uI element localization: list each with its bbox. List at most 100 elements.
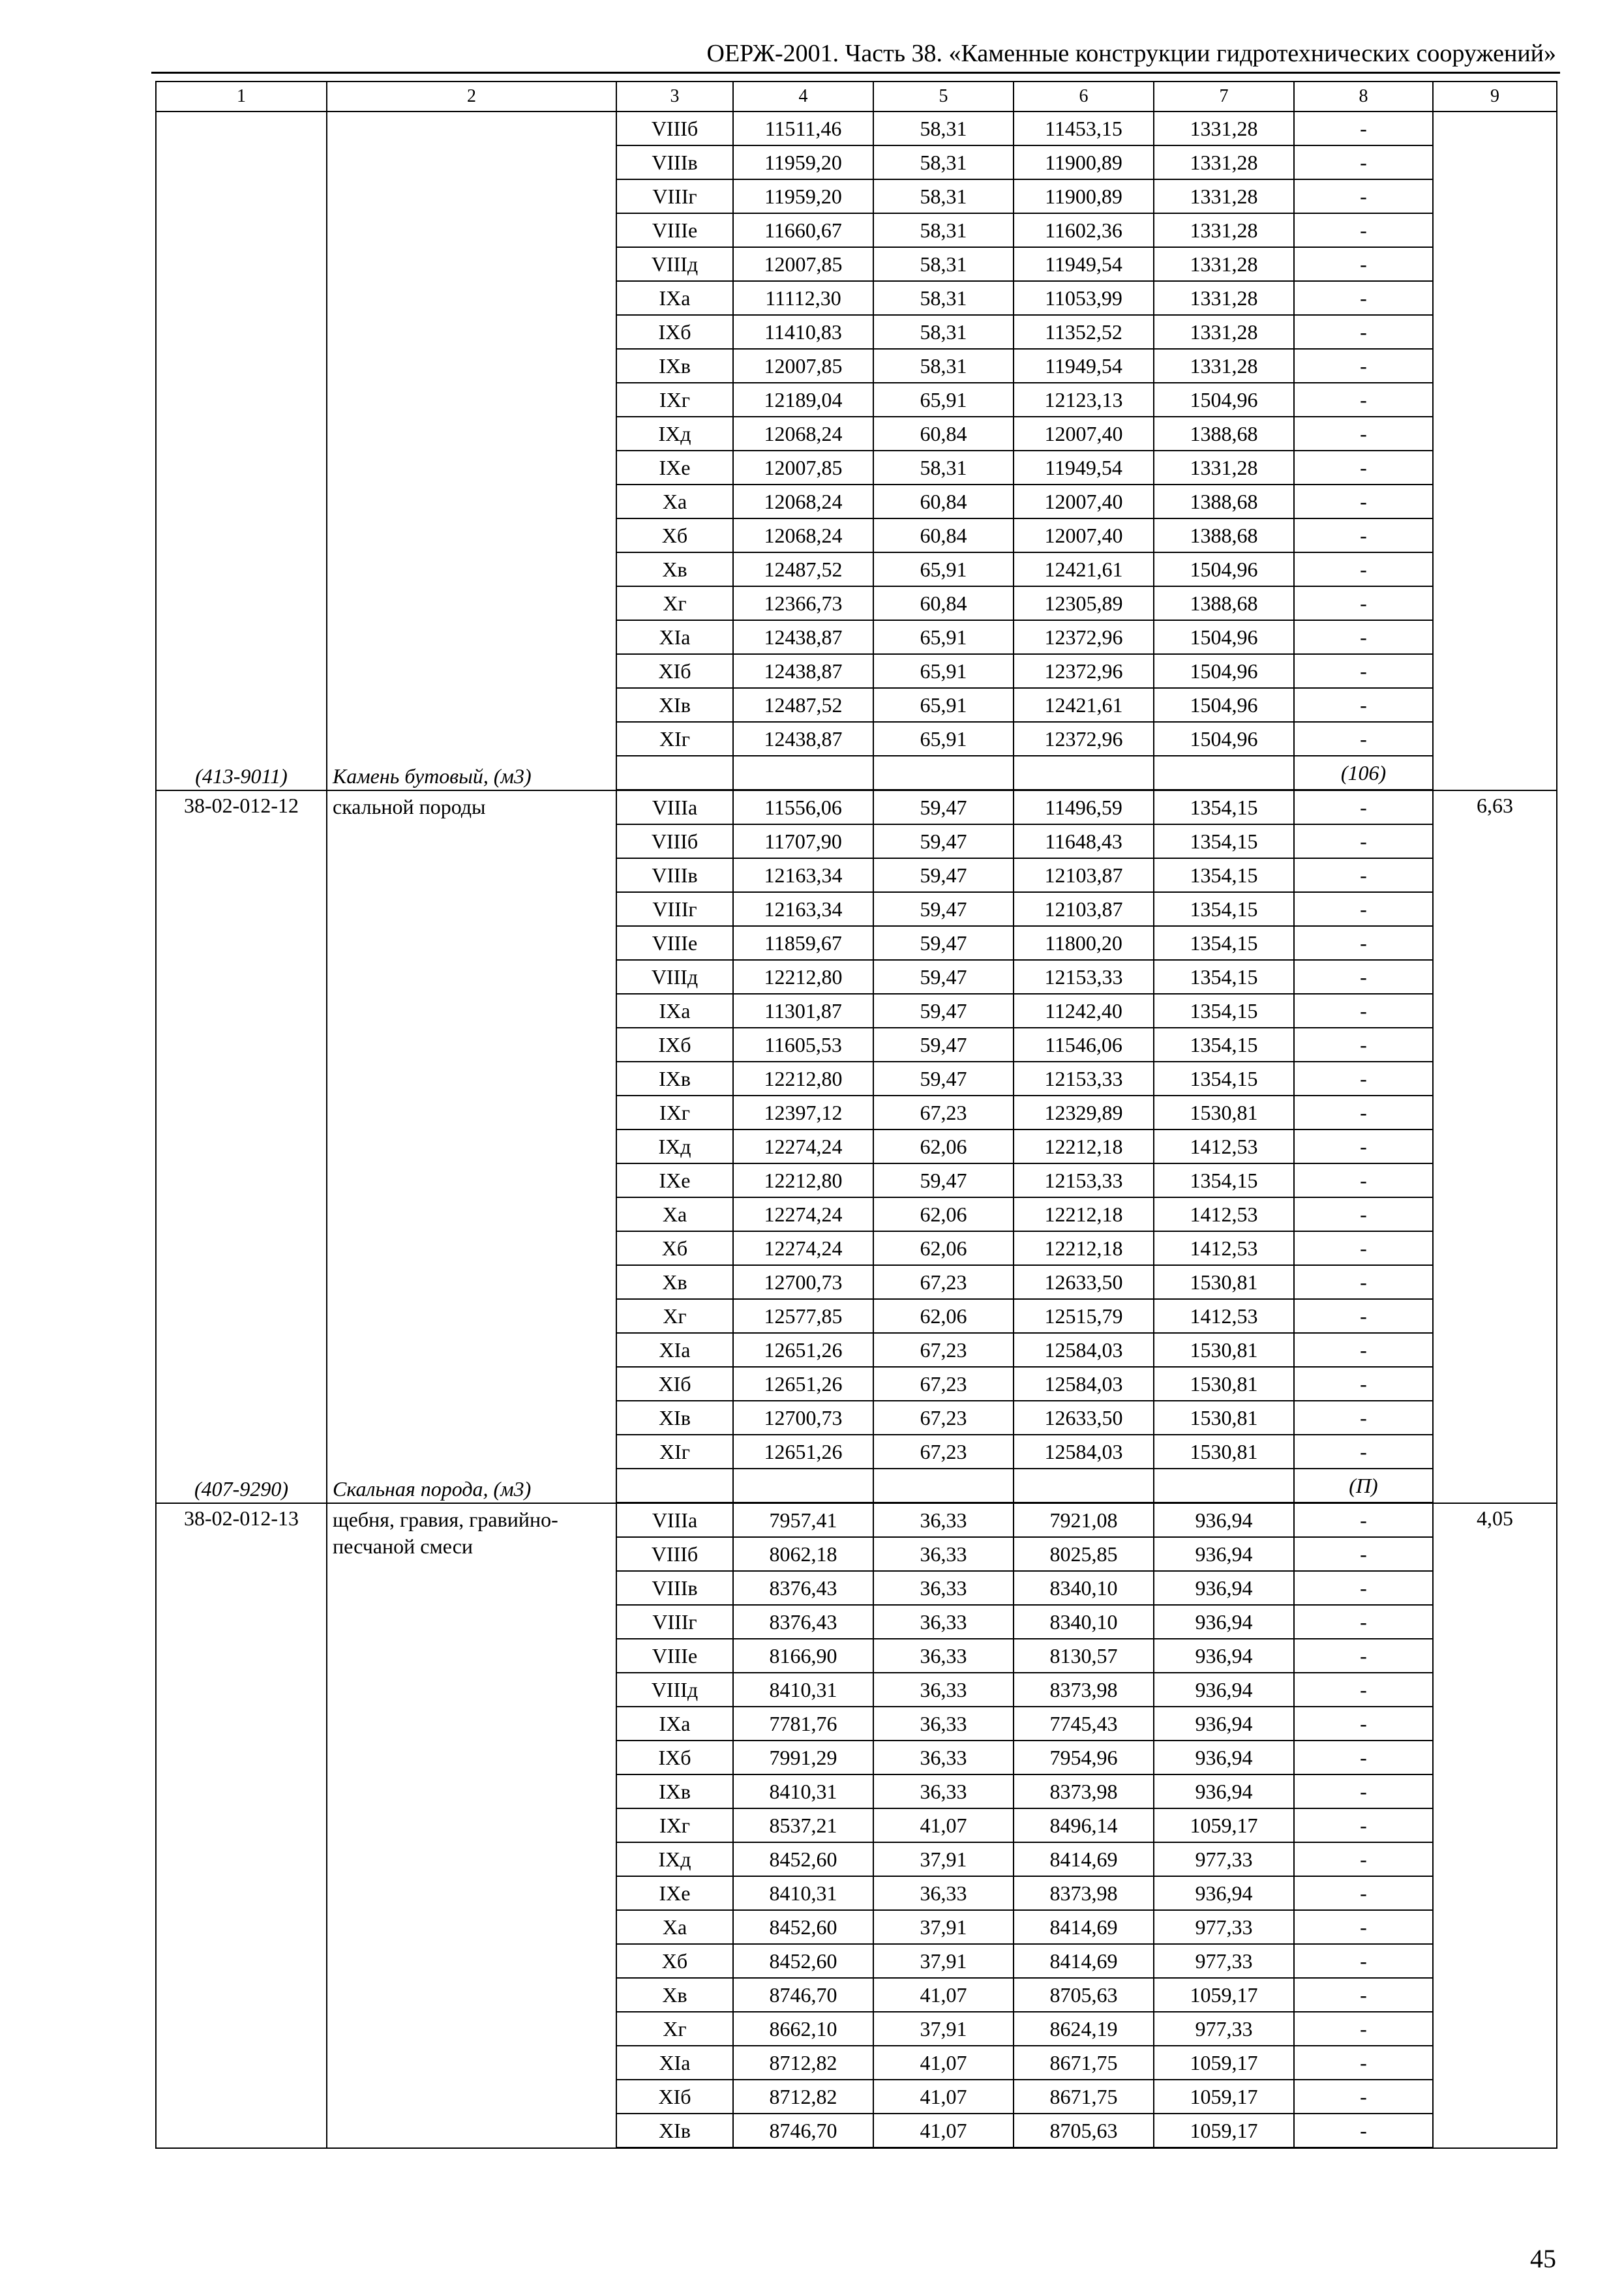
cell-col-5: 65,91: [873, 687, 1014, 723]
cell-col-7: 936,94: [1153, 1876, 1295, 1911]
cell-col-3: Xб: [616, 1231, 734, 1266]
cell-col-8: -: [1293, 858, 1434, 893]
cell-col-7: 1059,17: [1153, 2079, 1295, 2114]
cell-col-3: VIIIе: [616, 925, 734, 961]
cell-col-8: -: [1293, 687, 1434, 723]
cell-col-5: 65,91: [873, 653, 1014, 689]
table-row: (413-9011) Камень бутовый, (м3) VIIIб 11511…: [155, 111, 1557, 791]
table-row: VIIIв 11959,20 58,31 11900,89 1331,28-: [156, 145, 1557, 180]
cell-col-5: 59,47: [873, 925, 1014, 961]
cell-col-6: 11900,89: [1013, 145, 1154, 180]
col9-value: 4,05: [1432, 1502, 1557, 2149]
empty-cell: [616, 1469, 734, 1504]
cell-col-5: 36,33: [873, 1502, 1014, 1538]
cell-col-3: IXб: [616, 1740, 734, 1775]
cell-col-3: XIб: [616, 2079, 734, 2114]
cell-col-3: Xг: [616, 2011, 734, 2046]
cell-col-6: 12103,87: [1013, 858, 1154, 893]
cell-col-6: 12633,50: [1013, 1400, 1154, 1435]
cell-col-8: -: [1293, 2011, 1434, 2046]
table-row: IXв 8410,31 36,33 8373,98 936,94-: [156, 1774, 1557, 1809]
cell-col-7: 1354,15: [1153, 1027, 1295, 1062]
page-number: 45: [1530, 2244, 1556, 2273]
cell-col-4: 8452,60: [732, 1842, 874, 1877]
table-row: IXб 7991,29 36,33 7954,96 936,94-: [156, 1740, 1557, 1775]
cell-col-5: 36,33: [873, 1706, 1014, 1741]
cell-col-6: 12153,33: [1013, 959, 1154, 995]
cell-col-8: -: [1293, 1638, 1434, 1673]
cell-col-4: 11556,06: [732, 789, 874, 825]
cell-col-8: -: [1293, 1943, 1434, 1979]
column-number: 5: [873, 81, 1014, 112]
cell-col-5: 36,33: [873, 1876, 1014, 1911]
cell-col-4: 8712,82: [732, 2079, 874, 2114]
table-row: Xв 12700,73 67,23 12633,50 1530,81-: [156, 1264, 1557, 1300]
cell-col-6: 11546,06: [1013, 1027, 1154, 1062]
empty-cell: [1013, 1469, 1154, 1504]
cell-col-7: 1059,17: [1153, 2045, 1295, 2080]
cell-col-5: 37,91: [873, 2011, 1014, 2046]
cell-col-3: IXа: [616, 280, 734, 316]
cell-col-3: IXв: [616, 1774, 734, 1809]
column-number: 6: [1013, 81, 1154, 112]
cell-col-3: VIIIг: [616, 1604, 734, 1639]
table-row: Xг 12366,73 60,84 12305,89 1388,68-: [156, 586, 1557, 621]
cell-col-6: 8414,69: [1013, 1943, 1154, 1979]
table-row: Xа 12068,24 60,84 12007,40 1388,68-: [156, 484, 1557, 519]
cell-col-3: VIIIб: [616, 824, 734, 859]
cell-col-6: 12421,61: [1013, 552, 1154, 587]
rate-code: 38-02-012-12: [184, 793, 299, 817]
cell-col-8: -: [1293, 1366, 1434, 1401]
cell-col-5: 65,91: [873, 721, 1014, 756]
cell-col-8: -: [1293, 1061, 1434, 1096]
cell-col-3: XIв: [616, 687, 734, 723]
table-row: VIIIд 12212,80 59,47 12153,33 1354,15-: [156, 959, 1557, 995]
cell-col-8: -: [1293, 552, 1434, 587]
cell-col-7: 1530,81: [1153, 1264, 1295, 1300]
cell-col-4: 12007,85: [732, 348, 874, 383]
cell-col-8: -: [1293, 247, 1434, 282]
cell-col-4: 11511,46: [732, 111, 874, 146]
cell-col-6: 11053,99: [1013, 280, 1154, 316]
cell-col-3: IXа: [616, 1706, 734, 1741]
table-row: Xб 8452,60 37,91 8414,69 977,33-: [156, 1943, 1557, 1979]
cell-col-8: -: [1293, 179, 1434, 214]
cell-col-3: Xг: [616, 1298, 734, 1334]
cell-col-6: 8705,63: [1013, 1977, 1154, 2012]
table-row: Xг 12577,85 62,06 12515,79 1412,53-: [156, 1298, 1557, 1334]
cell-col-8: -: [1293, 450, 1434, 485]
cell-col-5: 36,33: [873, 1570, 1014, 1606]
cell-col-8: -: [1293, 348, 1434, 383]
cell-col-3: XIа: [616, 2045, 734, 2080]
cell-col-4: 12366,73: [732, 586, 874, 621]
table-row: IXг 12397,12 67,23 12329,89 1530,81-: [156, 1095, 1557, 1130]
cell-col-7: 1354,15: [1153, 789, 1295, 825]
cell-col-5: 60,84: [873, 484, 1014, 519]
cell-col-5: 67,23: [873, 1434, 1014, 1469]
cell-col-6: 12305,89: [1013, 586, 1154, 621]
cell-col-5: 37,91: [873, 1943, 1014, 1979]
cell-col-6: 11800,20: [1013, 925, 1154, 961]
cell-col-4: 12274,24: [732, 1197, 874, 1232]
cell-col-6: 7745,43: [1013, 1706, 1154, 1741]
cell-col-4: 12212,80: [732, 1061, 874, 1096]
table-row: IXб 11605,53 59,47 11546,06 1354,15-: [156, 1027, 1557, 1062]
cell-col-7: 1331,28: [1153, 111, 1295, 146]
cell-col-7: 1354,15: [1153, 891, 1295, 927]
col9-value: 6,63: [1432, 789, 1557, 1504]
cell-col-4: 12438,87: [732, 653, 874, 689]
resource-qty: (П): [1293, 1469, 1434, 1504]
work-name: щебня, гравия, гравийно-песчаной смеси: [333, 1507, 558, 1559]
cell-col-4: 8410,31: [732, 1672, 874, 1707]
cell-col-3: XIв: [616, 2113, 734, 2149]
cell-col-7: 1412,53: [1153, 1231, 1295, 1266]
cell-col-5: 58,31: [873, 280, 1014, 316]
table-row: XIа 12651,26 67,23 12584,03 1530,81-: [156, 1332, 1557, 1368]
cell-col-8: -: [1293, 1095, 1434, 1130]
cell-col-4: 11410,83: [732, 314, 874, 350]
cell-col-7: 1504,96: [1153, 721, 1295, 756]
cell-col-5: 36,33: [873, 1672, 1014, 1707]
cell-col-3: Xа: [616, 1197, 734, 1232]
cell-col-5: 41,07: [873, 2113, 1014, 2149]
cell-col-7: 1412,53: [1153, 1298, 1295, 1334]
